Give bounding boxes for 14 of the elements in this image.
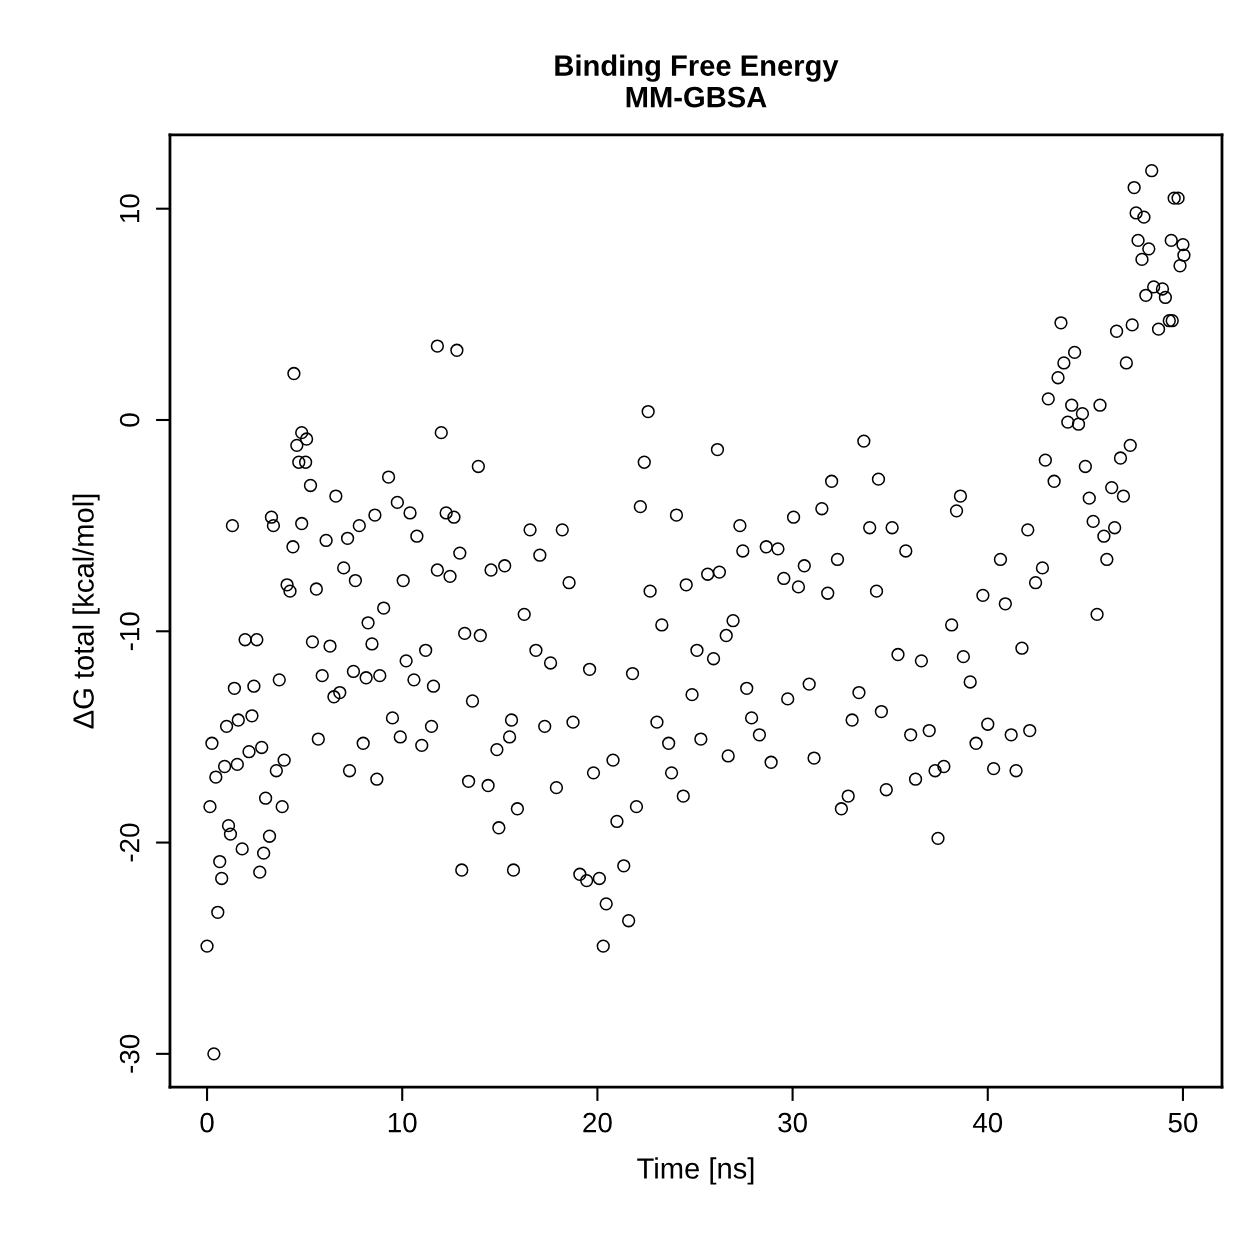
- y-axis-title: ΔG total [kcal/mol]: [72, 494, 100, 729]
- x-axis-title: Time [ns]: [637, 1157, 754, 1185]
- x-tick-label: 50: [1168, 1112, 1198, 1133]
- x-tick-label: 10: [388, 1112, 417, 1133]
- y-tick-label: -10: [119, 612, 140, 651]
- x-tick-label: 30: [778, 1112, 807, 1133]
- x-tick-label: 20: [583, 1112, 612, 1133]
- chart-title: Binding Free Energy MM-GBSA: [555, 54, 839, 108]
- x-tick-label: 0: [200, 1112, 214, 1133]
- y-tick-label: 0: [119, 413, 140, 427]
- y-tick-label: 10: [119, 194, 140, 223]
- x-tick-label: 40: [972, 1112, 1003, 1133]
- y-tick-label: -20: [119, 823, 140, 862]
- y-tick-label: -30: [119, 1034, 140, 1073]
